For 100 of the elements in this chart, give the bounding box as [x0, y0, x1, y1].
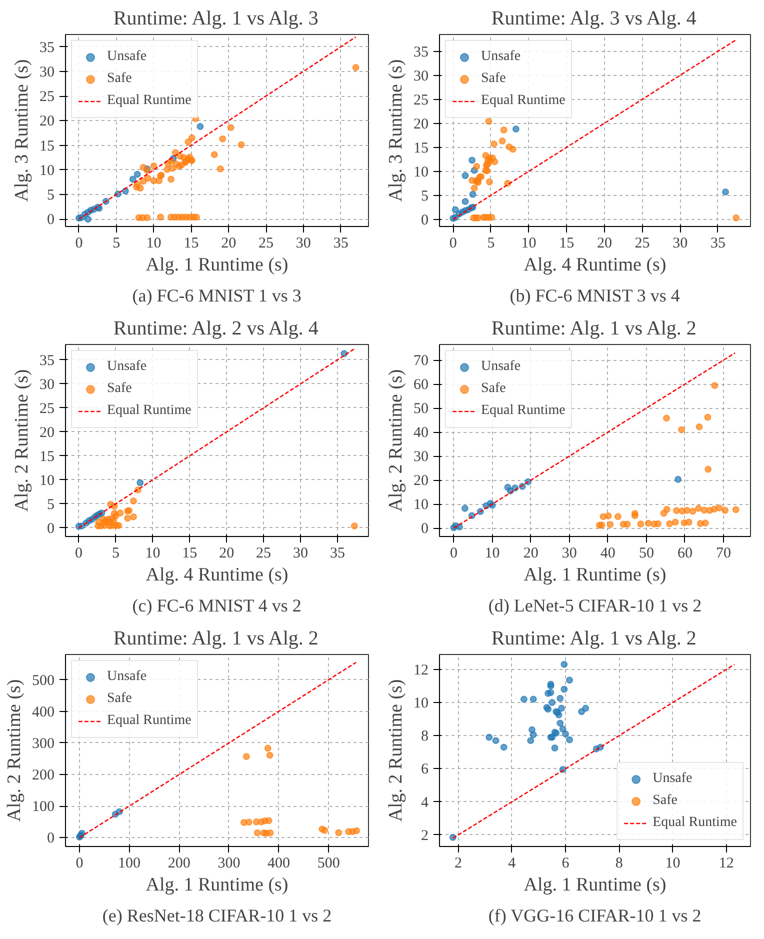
y-tick-label: 400	[32, 704, 54, 720]
y-tick-label: 0	[47, 212, 54, 228]
legend-label: Equal Runtime	[107, 93, 192, 109]
y-tick-label: 10	[414, 164, 428, 180]
y-tick-label: 30	[414, 68, 428, 84]
y-tick-label: 35	[40, 40, 54, 56]
x-tick-label: 25	[634, 236, 650, 252]
x-tick-label: 4	[508, 856, 516, 872]
chart-title: Runtime: Alg. 3 vs Alg. 4	[491, 8, 696, 30]
y-axis-title: Alg. 2 Runtime (s)	[12, 369, 32, 512]
legend-label: Equal Runtime	[652, 815, 737, 831]
x-tick-label: 15	[184, 236, 199, 252]
legend-label: Equal Runtime	[481, 403, 566, 419]
x-tick-label: 0	[75, 236, 83, 252]
y-tick-label: 20	[414, 473, 428, 490]
y-tick-label: 70	[414, 353, 428, 370]
x-tick-label: 0	[449, 236, 457, 252]
legend-label: Equal Runtime	[107, 713, 192, 729]
y-axis-title: Alg. 2 Runtime (s)	[386, 679, 406, 822]
x-tick-label: 2	[454, 856, 462, 872]
x-tick-label: 20	[219, 546, 234, 562]
y-tick-label: 20	[40, 424, 54, 441]
y-tick-label: 2	[421, 828, 428, 844]
y-tick-label: 30	[414, 449, 428, 466]
x-tick-label: 5	[487, 236, 495, 252]
text: (c) FC-6 MNIST 4 vs 2	[132, 596, 302, 616]
y-tick-label: 25	[414, 92, 428, 108]
legend-label: Safe	[481, 381, 506, 397]
y-tick-label: 0	[47, 830, 54, 847]
y-tick-label: 15	[40, 138, 54, 154]
x-tick-label: 500	[317, 856, 340, 872]
x-tick-label: 5	[112, 546, 120, 562]
x-tick-label: 10	[665, 856, 680, 872]
legend-label: Unsafe	[107, 359, 147, 375]
y-tick-label: 5	[47, 496, 54, 513]
y-tick-label: 20	[414, 116, 428, 132]
legend-label: Unsafe	[481, 49, 521, 65]
text: (d) LeNet-5 CIFAR-10 1 vs 2	[488, 596, 702, 616]
y-tick-label: 0	[421, 521, 428, 538]
y-tick-label: 100	[32, 799, 54, 816]
y-tick-label: 10	[40, 162, 54, 179]
x-tick-label: 15	[182, 546, 198, 562]
y-tick-label: 4	[421, 794, 429, 811]
x-tick-label: 0	[76, 856, 84, 872]
x-tick-label: 35	[333, 236, 348, 252]
x-tick-label: 35	[330, 546, 345, 562]
x-axis-title: Alg. 4 Runtime (s)	[524, 254, 666, 276]
y-tick-label: 0	[421, 212, 428, 228]
x-tick-label: 40	[600, 546, 616, 562]
x-tick-label: 5	[112, 236, 120, 252]
x-tick-label: 35	[710, 236, 726, 252]
x-tick-label: 15	[559, 236, 574, 252]
x-tick-label: 6	[562, 856, 570, 872]
y-tick-label: 12	[414, 662, 428, 678]
x-tick-label: 10	[484, 546, 500, 562]
x-tick-label: 60	[677, 546, 692, 562]
legend-label: Safe	[652, 793, 678, 809]
legend-label: Safe	[107, 691, 132, 707]
chart-title: Runtime: Alg. 1 vs Alg. 2	[491, 628, 696, 650]
legend-label: Unsafe	[652, 771, 692, 787]
y-axis-title: Alg. 2 Runtime (s)	[386, 369, 406, 512]
x-tick-label: 400	[268, 856, 290, 872]
y-tick-label: 0	[47, 520, 54, 537]
x-axis-title: Alg. 1 Runtime (s)	[524, 874, 666, 896]
legend-label: Unsafe	[107, 49, 147, 65]
chart-title: Runtime: Alg. 1 vs Alg. 3	[113, 8, 318, 30]
y-axis-title: Alg. 3 Runtime (s)	[386, 59, 406, 202]
y-tick-label: 8	[421, 728, 428, 745]
text: (b) FC-6 MNIST 3 vs 4	[510, 286, 680, 306]
x-tick-label: 30	[672, 236, 688, 252]
y-tick-label: 500	[32, 672, 54, 689]
x-tick-label: 20	[221, 236, 236, 252]
x-tick-label: 0	[450, 546, 458, 562]
y-tick-label: 300	[32, 736, 54, 752]
y-tick-label: 6	[421, 762, 429, 778]
y-tick-label: 35	[414, 44, 428, 60]
x-tick-label: 70	[716, 546, 732, 562]
x-tick-label: 0	[75, 546, 83, 562]
x-tick-label: 10	[521, 236, 536, 252]
x-tick-label: 25	[256, 546, 272, 562]
y-tick-label: 25	[40, 400, 54, 417]
x-tick-label: 30	[562, 546, 577, 562]
x-tick-label: 100	[118, 856, 141, 872]
legend-label: Safe	[107, 71, 132, 87]
legend-label: Equal Runtime	[481, 93, 566, 109]
text: (a) FC-6 MNIST 1 vs 3	[132, 286, 302, 306]
x-tick-label: 25	[258, 236, 274, 252]
y-tick-label: 30	[40, 64, 54, 80]
legend-label: Unsafe	[107, 669, 147, 685]
x-tick-label: 200	[168, 856, 190, 872]
x-tick-label: 12	[718, 856, 734, 872]
x-tick-label: 20	[523, 546, 538, 562]
y-tick-label: 25	[40, 89, 54, 106]
y-axis-title: Alg. 2 Runtime (s)	[4, 679, 25, 822]
y-tick-label: 10	[40, 472, 54, 489]
y-tick-label: 10	[414, 696, 428, 712]
legend-label: Unsafe	[481, 359, 521, 375]
chart-title: Runtime: Alg. 1 vs Alg. 2	[491, 318, 696, 340]
y-axis-title: Alg. 3 Runtime (s)	[12, 59, 32, 202]
y-tick-label: 40	[414, 425, 428, 442]
